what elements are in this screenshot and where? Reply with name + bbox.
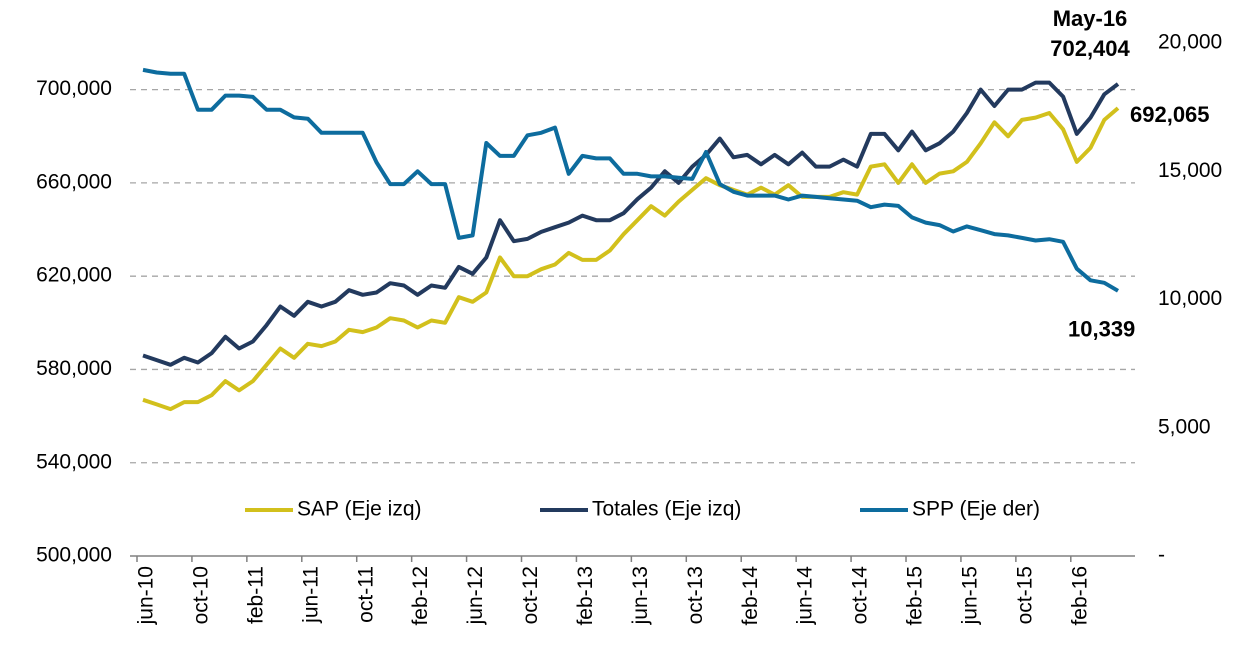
x-tick-label: jun-13 xyxy=(629,566,652,625)
y2-tick-label: 20,000 xyxy=(1158,31,1222,54)
series-line xyxy=(142,80,1120,367)
series-line xyxy=(142,67,1120,293)
x-tick-label: jun-11 xyxy=(299,566,322,624)
legend-label: SAP (Eje izq) xyxy=(297,498,422,521)
x-tick-label: feb-11 xyxy=(244,566,267,624)
series-line xyxy=(142,106,1120,412)
y-tick-label: 620,000 xyxy=(36,264,112,287)
y2-tick-label: 15,000 xyxy=(1158,159,1222,182)
annotation: May-16 xyxy=(1053,6,1128,31)
x-tick-label: feb-16 xyxy=(1068,566,1091,626)
y-tick-label: 500,000 xyxy=(36,544,112,567)
data-label: 702,404 xyxy=(1050,36,1130,61)
x-tick-label: jun-14 xyxy=(794,566,817,626)
y-tick-label: 540,000 xyxy=(36,450,112,473)
data-label: 10,339 xyxy=(1068,317,1135,342)
x-tick-label: oct-14 xyxy=(849,566,872,625)
legend-label: Totales (Eje izq) xyxy=(592,498,741,521)
y-tick-label: 580,000 xyxy=(36,357,112,380)
data-label: 692,065 xyxy=(1130,102,1210,127)
x-tick-label: oct-13 xyxy=(684,566,707,624)
y-tick-label: 660,000 xyxy=(36,170,112,193)
y2-tick-label: - xyxy=(1158,544,1165,567)
x-tick-label: jun-10 xyxy=(135,566,158,625)
y2-tick-label: 5,000 xyxy=(1158,415,1211,438)
y-tick-label: 700,000 xyxy=(36,77,112,100)
x-tick-label: oct-12 xyxy=(519,566,542,624)
x-tick-label: oct-11 xyxy=(354,566,377,623)
x-tick-label: jun-12 xyxy=(464,566,487,625)
x-tick-label: jun-15 xyxy=(958,566,981,625)
y2-tick-label: 10,000 xyxy=(1158,287,1222,310)
x-tick-label: feb-15 xyxy=(904,566,927,626)
x-tick-label: oct-10 xyxy=(189,566,212,624)
x-tick-label: feb-14 xyxy=(739,566,762,626)
x-tick-label: feb-13 xyxy=(574,566,597,626)
x-tick-label: feb-12 xyxy=(409,566,432,626)
x-tick-label: oct-15 xyxy=(1013,566,1036,624)
legend-label: SPP (Eje der) xyxy=(912,498,1040,521)
